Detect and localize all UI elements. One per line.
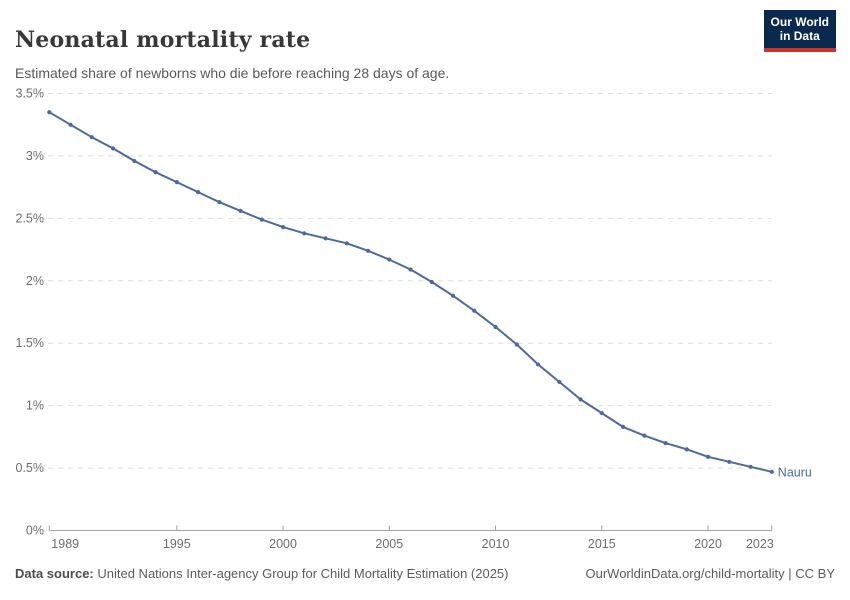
y-tick-label: 3.5%: [16, 87, 45, 101]
data-point[interactable]: [323, 236, 328, 241]
data-point[interactable]: [620, 424, 626, 429]
data-point[interactable]: [514, 342, 519, 347]
data-point[interactable]: [259, 217, 264, 222]
x-tick-label: 2005: [375, 537, 403, 551]
y-tick-label: 2%: [26, 274, 44, 288]
data-point[interactable]: [705, 454, 711, 459]
x-tick-label: 2010: [482, 537, 510, 551]
data-point[interactable]: [472, 308, 477, 313]
owid-logo[interactable]: Our World in Data: [763, 10, 836, 52]
chart-footer: Data source: United Nations Inter-agency…: [15, 566, 835, 581]
data-point[interactable]: [450, 293, 456, 298]
page-title: Neonatal mortality rate: [15, 26, 311, 53]
y-tick-label: 0.5%: [16, 461, 45, 475]
trend-line: [48, 111, 773, 473]
data-point[interactable]: [174, 180, 179, 185]
data-point[interactable]: [599, 411, 604, 416]
data-point[interactable]: [280, 224, 286, 230]
data-point[interactable]: [748, 464, 753, 469]
chart-subtitle: Estimated share of newborns who die befo…: [15, 65, 450, 81]
data-point[interactable]: [47, 110, 52, 115]
data-point[interactable]: [429, 279, 434, 285]
data-point[interactable]: [557, 379, 562, 385]
data-point[interactable]: [302, 231, 307, 236]
x-tick-label: 1989: [51, 537, 79, 551]
attribution-link[interactable]: OurWorldinData.org/child-mortality | CC …: [585, 566, 836, 581]
owid-logo-line2: in Data: [779, 29, 820, 43]
y-tick-label: 2.5%: [16, 211, 45, 225]
data-point[interactable]: [408, 267, 413, 272]
data-source-label: Data source:: [15, 566, 94, 581]
data-point[interactable]: [344, 241, 349, 246]
data-point[interactable]: [663, 441, 668, 446]
data-point[interactable]: [238, 208, 243, 213]
x-tick-label: 2020: [694, 537, 722, 551]
data-point[interactable]: [387, 257, 392, 262]
data-point[interactable]: [684, 447, 689, 452]
y-tick-label: 1%: [26, 399, 44, 413]
data-point[interactable]: [769, 469, 774, 474]
data-point[interactable]: [493, 324, 498, 330]
y-tick-label: 0%: [26, 524, 44, 538]
data-source-note: Data source: United Nations Inter-agency…: [15, 566, 509, 581]
x-tick-label: 1995: [163, 537, 191, 551]
data-point[interactable]: [153, 170, 158, 175]
owid-logo-line1: Our World: [770, 15, 829, 29]
data-source-text: United Nations Inter-agency Group for Ch…: [93, 566, 509, 581]
data-point[interactable]: [365, 248, 371, 253]
data-point[interactable]: [132, 158, 137, 164]
x-tick-label: 2023: [746, 537, 774, 551]
y-tick-label: 3%: [26, 149, 44, 163]
data-point[interactable]: [89, 135, 94, 140]
data-point[interactable]: [578, 397, 583, 402]
x-tick-label: 2015: [588, 537, 616, 551]
data-point[interactable]: [195, 190, 201, 195]
data-point[interactable]: [642, 433, 647, 438]
data-point[interactable]: [68, 122, 73, 127]
data-point[interactable]: [535, 362, 541, 367]
data-point[interactable]: [110, 146, 116, 151]
data-point[interactable]: [217, 200, 222, 205]
y-tick-label: 1.5%: [16, 336, 45, 350]
x-tick-label: 2000: [269, 537, 297, 551]
data-point[interactable]: [727, 459, 732, 464]
entity-label[interactable]: Nauru: [778, 465, 812, 479]
